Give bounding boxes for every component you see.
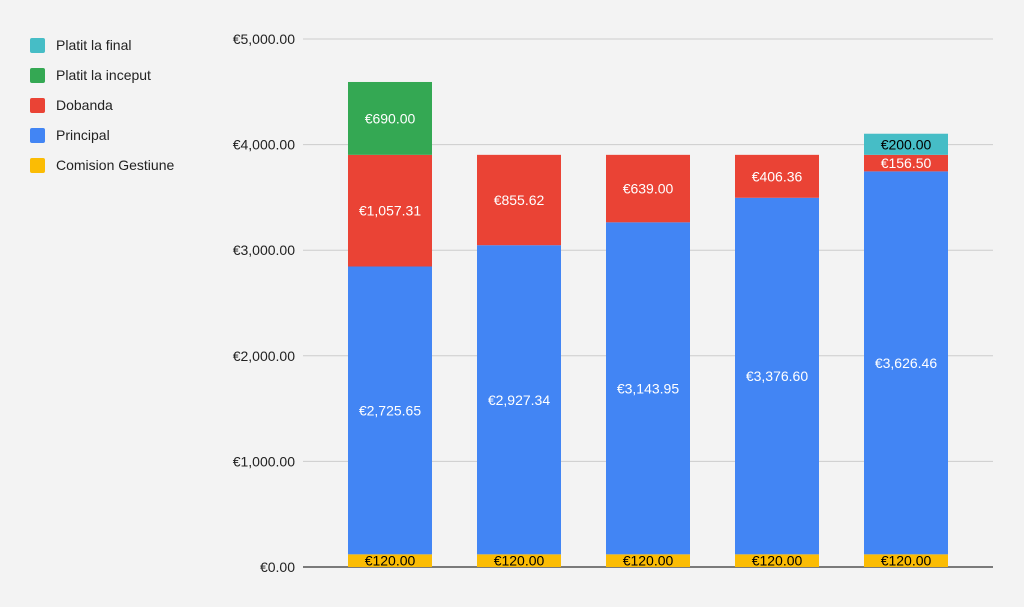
bar-segment-principal: [606, 222, 690, 555]
bar-segment-dobanda: [864, 154, 948, 172]
bar-segment-principal: [348, 266, 432, 555]
bar-segment-principal: [477, 245, 561, 555]
data-label: €2,725.65: [359, 402, 421, 418]
data-label: €120.00: [881, 553, 932, 569]
legend-label: Comision Gestiune: [56, 157, 175, 173]
legend-label: Platit la final: [56, 37, 132, 53]
bar-segment-dobanda: [348, 154, 432, 267]
bar-segment-comision-gestiune: [735, 554, 819, 567]
data-label: €639.00: [623, 181, 674, 197]
bar-segment-dobanda: [606, 154, 690, 223]
y-tick-label: €3,000.00: [233, 242, 295, 258]
data-label: €3,626.46: [875, 355, 937, 371]
data-label: €156.50: [881, 155, 932, 171]
legend-label: Principal: [56, 127, 110, 143]
legend-swatch: [30, 97, 45, 113]
bar-segment-platit-la-final: [864, 133, 948, 155]
data-label: €120.00: [623, 553, 674, 569]
bar-segment-comision-gestiune: [606, 554, 690, 567]
chart-legend: Platit la final Platit la inceput Dobanda P…: [30, 30, 174, 180]
data-label: €855.62: [494, 192, 545, 208]
legend-swatch: [30, 37, 45, 53]
legend-item: Comision Gestiune: [30, 150, 174, 180]
data-label: €690.00: [365, 110, 416, 126]
data-label: €120.00: [494, 553, 545, 569]
data-label: €3,143.95: [617, 380, 679, 396]
bar-segment-comision-gestiune: [477, 554, 561, 567]
legend-swatch: [30, 127, 45, 143]
y-tick-label: €1,000.00: [233, 453, 295, 469]
bar-segment-platit-la-inceput: [348, 81, 432, 155]
bar-segment-comision-gestiune: [864, 554, 948, 567]
data-label: €3,376.60: [746, 368, 808, 384]
data-label: €200.00: [881, 136, 932, 152]
data-label: €2,927.34: [488, 392, 550, 408]
y-tick-label: €5,000.00: [233, 31, 295, 47]
y-tick-label: €2,000.00: [233, 348, 295, 364]
y-tick-label: €4,000.00: [233, 137, 295, 153]
legend-swatch: [30, 67, 45, 83]
legend-item: Platit la inceput: [30, 60, 174, 90]
bar-segment-principal: [735, 197, 819, 555]
data-label: €1,057.31: [359, 203, 421, 219]
bar-segment-principal: [864, 171, 948, 555]
data-label: €120.00: [752, 553, 803, 569]
bar-segment-dobanda: [735, 154, 819, 198]
bar-segment-comision-gestiune: [348, 554, 432, 567]
legend-item: Principal: [30, 120, 174, 150]
data-label: €406.36: [752, 168, 803, 184]
y-tick-label: €0.00: [260, 559, 295, 575]
legend-item: Dobanda: [30, 90, 174, 120]
legend-label: Platit la inceput: [56, 67, 151, 83]
bar-segment-dobanda: [477, 154, 561, 246]
legend-label: Dobanda: [56, 97, 113, 113]
legend-item: Platit la final: [30, 30, 174, 60]
data-label: €120.00: [365, 553, 416, 569]
legend-swatch: [30, 157, 45, 173]
